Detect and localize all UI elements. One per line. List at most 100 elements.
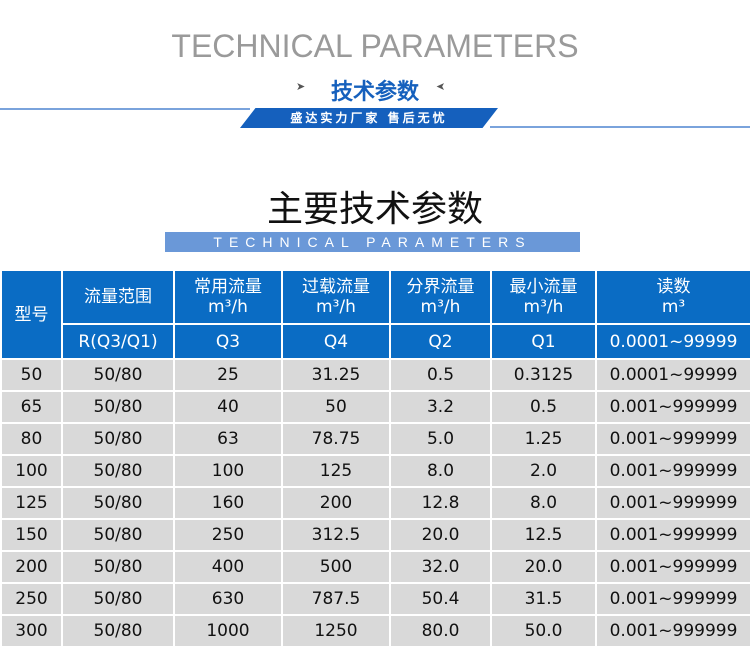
table-row: 80 50/80 63 78.75 5.0 1.25 0.001~999999 (0, 422, 750, 456)
table-cell: 78.75 (281, 422, 391, 456)
table-cell: 100 (173, 454, 283, 488)
table-cell: 31.5 (490, 582, 597, 616)
table-cell: 65 (0, 390, 63, 424)
table-row: 200 50/80 400 500 32.0 20.0 0.001~999999 (0, 550, 750, 584)
arrow-left-icon: ➤ (436, 80, 446, 93)
table-cell: 500 (281, 550, 391, 584)
table-row: 50 50/80 25 31.25 0.5 0.3125 0.0001~99999 (0, 358, 750, 392)
table-cell: 80 (0, 422, 63, 456)
table-cell: 200 (281, 486, 391, 520)
table-cell: 0.001~999999 (595, 614, 750, 648)
table-cell: 125 (281, 454, 391, 488)
table-cell: 50.4 (389, 582, 492, 616)
header-q2: 分界流量 m³/h (389, 269, 492, 325)
table-cell: 50/80 (61, 358, 175, 392)
header-reading-code: 0.0001~99999 (595, 323, 750, 360)
table-cell: 50/80 (61, 550, 175, 584)
table-cell: 63 (173, 422, 283, 456)
table-cell: 0.001~999999 (595, 422, 750, 456)
table-cell: 312.5 (281, 518, 391, 552)
table-cell: 0.5 (389, 358, 492, 392)
header-model: 型号 (0, 269, 63, 360)
table-cell: 250 (0, 582, 63, 616)
table-cell: 0.3125 (490, 358, 597, 392)
header-q3-name: 常用流量 (194, 277, 262, 297)
table-cell: 20.0 (490, 550, 597, 584)
table-cell: 400 (173, 550, 283, 584)
table-cell: 0.5 (490, 390, 597, 424)
table-cell: 80.0 (389, 614, 492, 648)
table-cell: 0.001~999999 (595, 454, 750, 488)
table-cell: 32.0 (389, 550, 492, 584)
table-cell: 50/80 (61, 486, 175, 520)
table-cell: 1250 (281, 614, 391, 648)
table-cell: 125 (0, 486, 63, 520)
header-q1-code: Q1 (490, 323, 597, 360)
table-cell: 31.25 (281, 358, 391, 392)
header-reading: 读数 m³ (595, 269, 750, 325)
chinese-subtitle: 技术参数 (330, 80, 419, 105)
table-cell: 50/80 (61, 454, 175, 488)
header-range-code: R(Q3/Q1) (61, 323, 175, 360)
table-cell: 12.5 (490, 518, 597, 552)
table-cell: 787.5 (281, 582, 391, 616)
header-q1-unit: m³/h (523, 297, 564, 317)
table-cell: 50.0 (490, 614, 597, 648)
english-band: TECHNICAL PARAMETERS (165, 232, 580, 252)
table-cell: 50 (281, 390, 391, 424)
table-cell: 160 (173, 486, 283, 520)
divider-line-right (490, 126, 750, 128)
header-q4-unit: m³/h (316, 297, 356, 317)
table-cell: 8.0 (389, 454, 492, 488)
table-cell: 5.0 (389, 422, 492, 456)
table-cell: 50/80 (61, 390, 175, 424)
table-cell: 3.2 (389, 390, 492, 424)
table-cell: 300 (0, 614, 63, 648)
table-row: 300 50/80 1000 1250 80.0 50.0 0.001~999999 (0, 614, 750, 648)
main-title: 主要技术参数 (266, 189, 483, 230)
table-cell: 50 (0, 358, 63, 392)
header-range: 流量范围 (61, 269, 175, 325)
table-cell: 0.0001~99999 (595, 358, 750, 392)
table-cell: 100 (0, 454, 63, 488)
parameters-table: 型号 流量范围 常用流量 m³/h 过载流量 m³/h 分界流量 m³/h 最小流量 m… (0, 269, 750, 648)
table-cell: 25 (173, 358, 283, 392)
header-q2-unit: m³/h (420, 297, 461, 317)
table-cell: 200 (0, 550, 63, 584)
table-cell: 250 (173, 518, 283, 552)
header-q3-unit: m³/h (208, 297, 248, 317)
table-row: 65 50/80 40 50 3.2 0.5 0.001~999999 (0, 390, 750, 424)
header-q2-code: Q2 (389, 323, 492, 360)
header-q3: 常用流量 m³/h (173, 269, 283, 325)
table-cell: 1.25 (490, 422, 597, 456)
table-cell: 50/80 (61, 518, 175, 552)
english-title: TECHNICAL PARAMETERS (171, 28, 579, 64)
table-cell: 0.001~999999 (595, 486, 750, 520)
table-cell: 20.0 (389, 518, 492, 552)
arrow-right-icon: ➤ (296, 80, 306, 93)
table-cell: 8.0 (490, 486, 597, 520)
table-cell: 0.001~999999 (595, 518, 750, 552)
slogan-banner: 盛达实力厂家 售后无忧 (240, 108, 498, 128)
table-row: 150 50/80 250 312.5 20.0 12.5 0.001~999999 (0, 518, 750, 552)
header-q3-code: Q3 (173, 323, 283, 360)
table-cell: 50/80 (61, 422, 175, 456)
table-row: 100 50/80 100 125 8.0 2.0 0.001~999999 (0, 454, 750, 488)
header-q4: 过载流量 m³/h (281, 269, 391, 325)
table-cell: 12.8 (389, 486, 492, 520)
header-q4-name: 过载流量 (302, 277, 370, 297)
table-cell: 0.001~999999 (595, 550, 750, 584)
table-cell: 40 (173, 390, 283, 424)
header-q4-code: Q4 (281, 323, 391, 360)
table-cell: 50/80 (61, 582, 175, 616)
header-q2-name: 分界流量 (406, 277, 475, 297)
table-row: 250 50/80 630 787.5 50.4 31.5 0.001~999999 (0, 582, 750, 616)
table-cell: 0.001~999999 (595, 582, 750, 616)
header-q1: 最小流量 m³/h (490, 269, 597, 325)
table-cell: 630 (173, 582, 283, 616)
header-reading-name: 读数 (656, 277, 691, 297)
table-cell: 50/80 (61, 614, 175, 648)
table-cell: 1000 (173, 614, 283, 648)
table-cell: 2.0 (490, 454, 597, 488)
table-cell: 150 (0, 518, 63, 552)
